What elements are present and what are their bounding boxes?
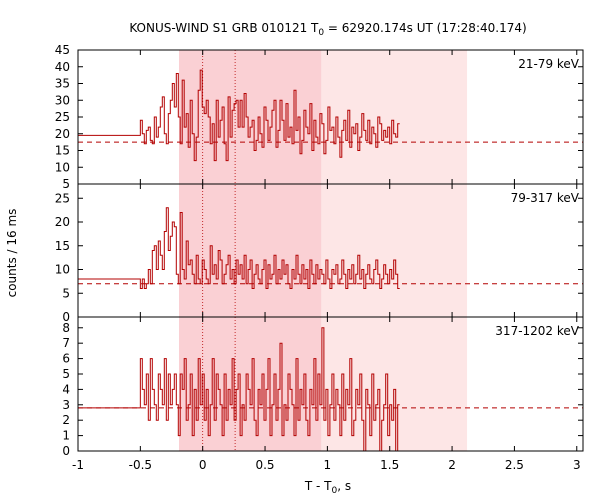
x-tick-label-1: -0.5 — [129, 458, 152, 472]
x-axis-label: T - T0, s — [304, 479, 351, 496]
y-tick-label-1-4: 20 — [55, 215, 70, 229]
y-tick-label-2-1: 1 — [62, 429, 70, 443]
y-tick-label-2-2: 2 — [62, 413, 70, 427]
y-tick-label-0-3: 20 — [55, 127, 70, 141]
x-axis-label-main: T - T — [304, 479, 332, 493]
chart-title: KONUS-WIND S1 GRB 010121 T0 = 62920.174s… — [129, 21, 526, 38]
plot-frame — [77, 49, 584, 452]
y-tick-label-0-4: 25 — [55, 110, 70, 124]
x-axis-label-subscript: 0 — [332, 486, 338, 496]
light-curve-series-0 — [78, 69, 400, 162]
y-tick-label-2-8: 8 — [62, 321, 70, 335]
chart-title-rest: = 62920.174s UT (17:28:40.174) — [324, 21, 527, 35]
x-tick-label-4: 1 — [324, 458, 332, 472]
chart-title-main: KONUS-WIND S1 GRB 010121 T — [129, 21, 319, 35]
y-tick-label-2-6: 6 — [62, 352, 70, 366]
y-tick-label-2-4: 4 — [62, 382, 70, 396]
x-tick-label-0: -1 — [72, 458, 84, 472]
x-tick-label-8: 3 — [573, 458, 581, 472]
panel-energy-label-1: 79-317 keV — [511, 191, 580, 205]
y-tick-label-1-2: 10 — [55, 263, 70, 277]
y-tick-label-1-0: 0 — [62, 310, 70, 324]
chart-title-subscript: 0 — [318, 28, 324, 38]
x-tick-label-3: 0.5 — [255, 458, 274, 472]
panel-frame-2 — [77, 316, 584, 452]
y-tick-label-2-7: 7 — [62, 336, 70, 350]
y-tick-label-0-8: 45 — [55, 43, 70, 57]
y-tick-label-0-6: 35 — [55, 77, 70, 91]
light-curve-series-1 — [78, 207, 400, 289]
y-tick-label-1-5: 25 — [55, 191, 70, 205]
y-axis-label: counts / 16 ms — [5, 209, 19, 298]
panel-0: 5 10 15 20 25 30 35 40 45 21-79 keV — [55, 43, 583, 191]
y-tick-label-0-7: 40 — [55, 60, 70, 74]
y-tick-label-2-3: 3 — [62, 398, 70, 412]
x-tick-label-2: 0 — [199, 458, 207, 472]
panel-2: 01 23 456 78 317-1202 keV — [62, 321, 583, 458]
y-tick-label-0-5: 30 — [55, 93, 70, 107]
x-tick-label-5: 1.5 — [380, 458, 399, 472]
vertical-markers — [202, 50, 236, 451]
y-tick-label-0-0: 5 — [62, 177, 70, 191]
x-axis: -1 -0.5 0 0.5 1 1.5 2 2.5 3 — [72, 50, 581, 472]
panel-energy-label-0: 21-79 keV — [518, 57, 580, 71]
y-tick-label-2-0: 0 — [62, 444, 70, 458]
x-tick-label-6: 2 — [448, 458, 456, 472]
y-tick-label-0-1: 10 — [55, 160, 70, 174]
y-tick-label-1-3: 15 — [55, 239, 70, 253]
y-tick-label-0-2: 15 — [55, 144, 70, 158]
panel-1: 0 5 10 15 20 25 79-317 keV — [55, 191, 583, 324]
y-tick-label-2-5: 5 — [62, 367, 70, 381]
panel-energy-label-2: 317-1202 keV — [495, 324, 579, 338]
y-tick-label-1-1: 5 — [62, 286, 70, 300]
light-curve-series-2 — [78, 327, 400, 451]
x-tick-label-7: 2.5 — [505, 458, 524, 472]
x-axis-label-rest: , s — [337, 479, 351, 493]
